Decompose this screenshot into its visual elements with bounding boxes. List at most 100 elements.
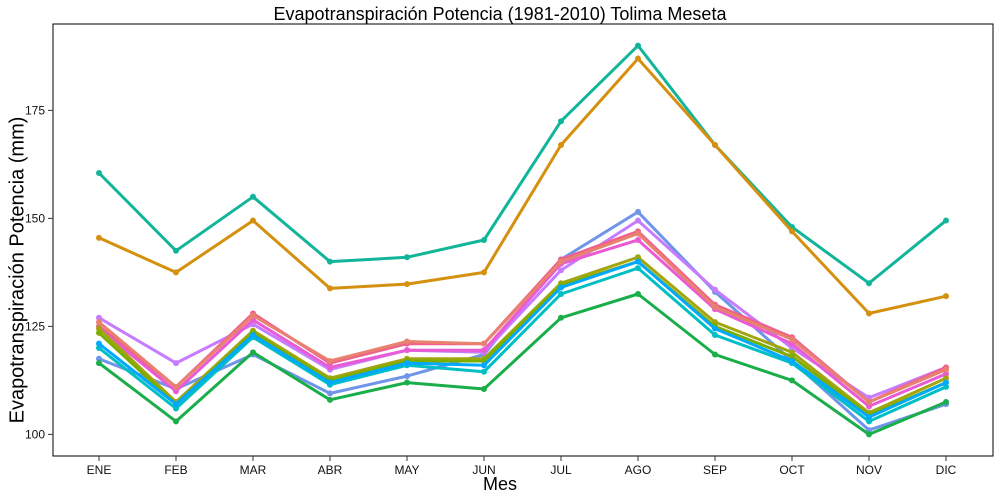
- data-point: [943, 217, 949, 224]
- data-point: [404, 379, 410, 386]
- data-point: [943, 366, 949, 373]
- series-line: [97, 44, 947, 285]
- data-point: [866, 403, 872, 410]
- plot-frame: [52, 23, 994, 457]
- data-point: [327, 285, 333, 292]
- data-point: [481, 386, 487, 393]
- series-line: [98, 292, 947, 436]
- data-point: [558, 258, 564, 265]
- data-point: [943, 375, 949, 382]
- data-point: [173, 383, 179, 390]
- data-point: [481, 340, 487, 347]
- x-tick-label: NOV: [856, 463, 882, 477]
- data-point: [96, 355, 102, 362]
- data-point: [481, 237, 487, 243]
- series-11: [96, 258, 949, 421]
- x-tick-label: FEB: [164, 463, 187, 477]
- data-point: [712, 351, 718, 358]
- data-point: [635, 217, 641, 224]
- data-point: [96, 340, 102, 347]
- data-point: [943, 399, 949, 405]
- x-tick-label: OCT: [779, 463, 805, 477]
- data-point: [173, 360, 179, 367]
- data-point: [635, 42, 641, 49]
- data-point: [96, 360, 102, 367]
- series-7: [96, 230, 949, 405]
- data-point: [327, 396, 333, 403]
- data-point: [943, 383, 949, 390]
- data-point: [712, 303, 718, 310]
- data-point: [635, 291, 641, 297]
- series-line: [98, 266, 947, 423]
- series-1: [96, 42, 949, 287]
- data-point: [712, 141, 718, 148]
- data-point: [866, 280, 872, 287]
- chart-title: Evapotranspiración Potencia (1981-2010) …: [273, 4, 727, 24]
- y-tick-label: 100: [25, 427, 45, 441]
- data-point: [712, 332, 718, 339]
- data-point: [96, 325, 102, 332]
- data-point: [635, 230, 641, 237]
- data-point: [250, 217, 256, 224]
- data-point: [712, 286, 718, 293]
- data-point: [173, 401, 179, 408]
- y-tick-label: 175: [25, 103, 45, 117]
- data-point: [173, 269, 179, 276]
- series-line: [98, 238, 947, 408]
- data-point: [173, 388, 179, 395]
- data-point: [635, 55, 641, 62]
- data-point: [96, 170, 102, 177]
- series-line: [98, 232, 947, 404]
- series-2: [96, 55, 949, 317]
- data-point: [481, 362, 487, 369]
- data-point: [96, 234, 102, 241]
- data-point: [789, 349, 795, 356]
- data-point: [404, 338, 410, 345]
- data-point: [866, 399, 872, 405]
- data-point: [943, 370, 949, 377]
- series-8: [96, 254, 949, 416]
- data-point: [558, 118, 564, 125]
- x-tick-label: JUN: [472, 463, 495, 477]
- data-point: [558, 284, 564, 291]
- data-point: [481, 368, 487, 375]
- data-point: [327, 357, 333, 364]
- x-tick-label: ENE: [87, 463, 112, 477]
- data-point: [789, 353, 795, 360]
- y-tick-label: 125: [25, 319, 45, 333]
- data-point: [96, 319, 102, 326]
- data-point: [96, 314, 102, 321]
- data-point: [558, 141, 564, 148]
- data-point: [481, 269, 487, 276]
- data-point: [327, 364, 333, 371]
- data-point: [866, 418, 872, 425]
- data-point: [173, 405, 179, 412]
- data-point: [866, 310, 872, 317]
- x-tick-label: JUL: [550, 463, 572, 477]
- data-point: [404, 360, 410, 367]
- data-point: [404, 254, 410, 261]
- series-12: [96, 291, 949, 438]
- data-point: [404, 373, 410, 380]
- data-point: [635, 237, 641, 243]
- x-tick-label: SEP: [703, 463, 727, 477]
- data-point: [250, 349, 256, 356]
- data-point: [558, 291, 564, 297]
- data-point: [635, 265, 641, 272]
- data-point: [327, 390, 333, 397]
- data-point: [558, 314, 564, 321]
- data-point: [250, 312, 256, 319]
- y-tick-label: 150: [25, 211, 45, 225]
- data-point: [943, 379, 949, 386]
- series-line: [98, 57, 947, 315]
- data-point: [173, 418, 179, 425]
- x-axis-label: Mes: [482, 474, 517, 494]
- x-tick-label: DIC: [936, 463, 957, 477]
- data-point: [327, 258, 333, 265]
- x-tick-label: MAR: [240, 463, 267, 477]
- data-point: [712, 325, 718, 332]
- series-line: [97, 255, 947, 415]
- data-point: [789, 377, 795, 384]
- data-point: [943, 293, 949, 300]
